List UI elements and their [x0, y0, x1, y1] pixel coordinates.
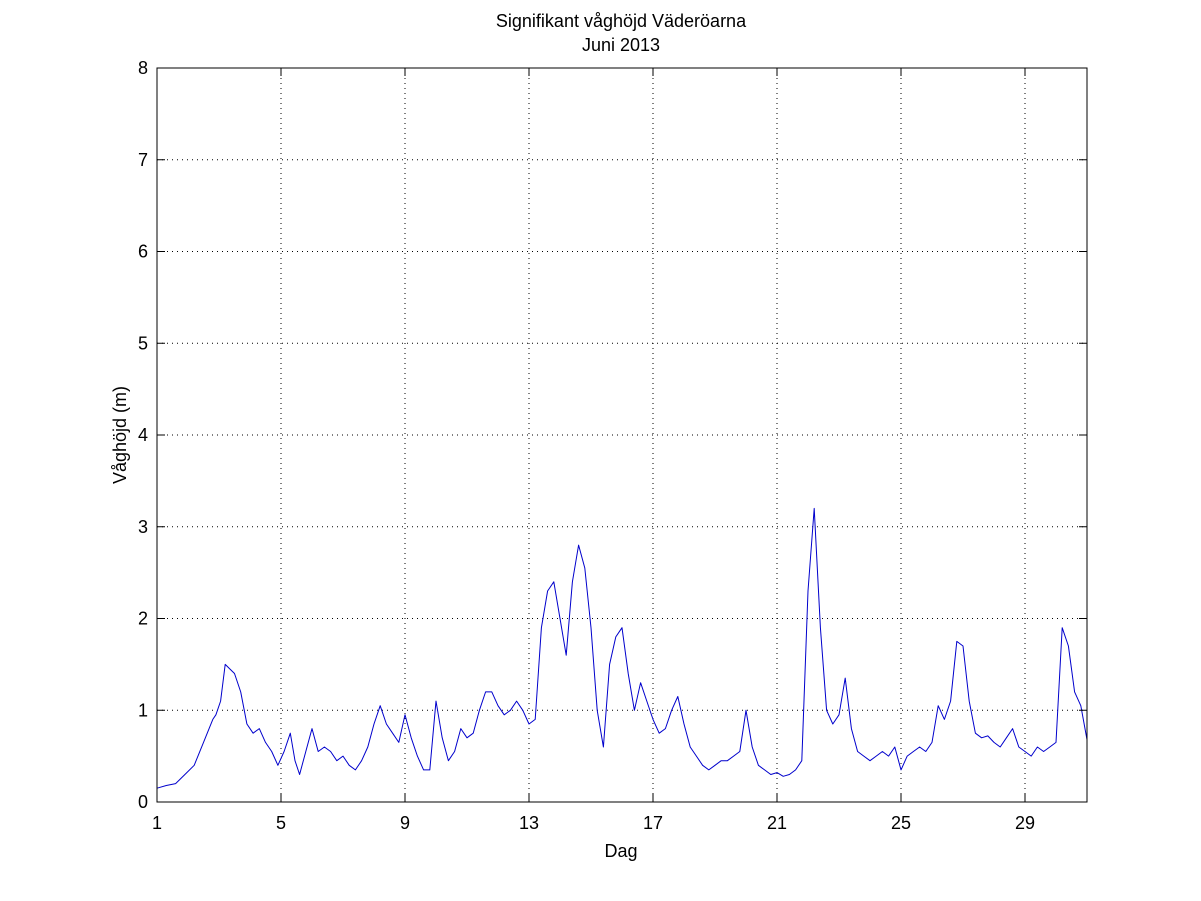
y-tick-label: 3 — [138, 517, 148, 537]
y-tick-label: 2 — [138, 609, 148, 629]
y-tick-label: 5 — [138, 333, 148, 353]
x-tick-label: 13 — [519, 813, 539, 833]
x-tick-label: 17 — [643, 813, 663, 833]
x-tick-label: 9 — [400, 813, 410, 833]
y-tick-label: 8 — [138, 58, 148, 78]
y-tick-label: 1 — [138, 700, 148, 720]
series-line — [156, 507, 1088, 789]
x-tick-label: 5 — [276, 813, 286, 833]
y-tick-label: 7 — [138, 150, 148, 170]
x-axis-label: Dag — [604, 841, 637, 861]
x-tick-label: 29 — [1015, 813, 1035, 833]
y-tick-label: 0 — [138, 792, 148, 812]
y-axis-label: Våghöjd (m) — [110, 386, 130, 484]
y-tick-label: 6 — [138, 242, 148, 262]
chart-title: Signifikant våghöjd Väderöarna — [496, 11, 747, 31]
y-tick-label: 4 — [138, 425, 148, 445]
x-tick-label: 21 — [767, 813, 787, 833]
x-tick-label: 1 — [152, 813, 162, 833]
data-series — [156, 507, 1088, 789]
chart-subtitle: Juni 2013 — [582, 35, 660, 55]
x-tick-label: 25 — [891, 813, 911, 833]
grid-lines — [157, 68, 1087, 802]
